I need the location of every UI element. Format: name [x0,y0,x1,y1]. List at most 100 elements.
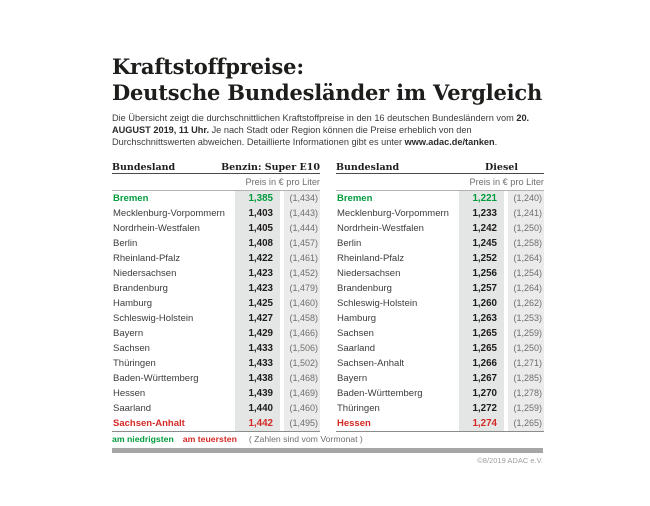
price-previous-month: (1,506) [284,341,320,356]
table-row: Hessen 1,274 (1,265) [336,416,544,431]
price-current: 1,439 [235,386,280,401]
state-name: Rheinland-Pfalz [337,253,405,264]
fuel-price-tables: Bundesland Benzin: Super E10 Preis in € … [112,157,544,432]
table-row: Rheinland-Pfalz 1,252 (1,264) [336,251,544,266]
price-current: 1,252 [459,251,504,266]
intro-text-part3: . [494,136,498,147]
state-name: Berlin [113,238,138,249]
price-previous-month: (1,265) [508,416,544,431]
state-name: Hessen [337,418,371,429]
fuel-table-diesel: Bundesland Diesel Preis in € pro Liter B… [336,157,544,432]
price-previous-month: (1,461) [284,251,320,266]
price-current: 1,267 [459,371,504,386]
legend-highest: am teuersten [182,434,237,444]
state-name: Schleswig-Holstein [113,313,194,324]
price-current: 1,385 [235,191,280,206]
price-previous-month: (1,452) [284,266,320,281]
price-current: 1,425 [235,296,280,311]
price-current: 1,265 [459,326,504,341]
table-row: Bayern 1,267 (1,285) [336,371,544,386]
price-previous-month: (1,264) [508,281,544,296]
price-current: 1,245 [459,236,504,251]
price-previous-month: (1,469) [284,386,320,401]
price-current: 1,403 [235,206,280,221]
price-previous-month: (1,258) [508,236,544,251]
price-previous-month: (1,495) [284,416,320,431]
unit-label: Preis in € pro Liter [336,174,544,191]
price-previous-month: (1,264) [508,251,544,266]
bundesland-header: Bundesland [112,162,176,173]
table-row: Hessen 1,439 (1,469) [112,386,320,401]
price-previous-month: (1,444) [284,221,320,236]
price-previous-month: (1,468) [284,371,320,386]
price-previous-month: (1,250) [508,341,544,356]
table-row: Schleswig-Holstein 1,427 (1,458) [112,311,320,326]
table-row: Berlin 1,408 (1,457) [112,236,320,251]
table-row: Bremen 1,385 (1,434) [112,191,320,206]
state-name: Mecklenburg-Vorpommern [337,208,449,219]
table-header-diesel: Bundesland Diesel [336,157,544,174]
price-current: 1,433 [235,356,280,371]
table-row: Baden-Württemberg 1,438 (1,468) [112,371,320,386]
table-row: Thüringen 1,433 (1,502) [112,356,320,371]
state-name: Saarland [113,403,152,414]
price-current: 1,242 [459,221,504,236]
price-previous-month: (1,458) [284,311,320,326]
table-header-benzin: Bundesland Benzin: Super E10 [112,157,320,174]
price-previous-month: (1,457) [284,236,320,251]
price-previous-month: (1,278) [508,386,544,401]
state-name: Bayern [113,328,144,339]
price-current: 1,260 [459,296,504,311]
state-name: Rheinland-Pfalz [113,253,181,264]
fuel-table-benzin: Bundesland Benzin: Super E10 Preis in € … [112,157,320,432]
state-name: Thüringen [337,403,380,414]
state-name: Niedersachsen [337,268,401,279]
price-current: 1,221 [459,191,504,206]
price-current: 1,422 [235,251,280,266]
price-current: 1,438 [235,371,280,386]
state-name: Brandenburg [113,283,168,294]
table-row: Brandenburg 1,423 (1,479) [112,281,320,296]
fuel-type-label: Benzin: Super E10 [221,162,320,173]
state-name: Bayern [337,373,368,384]
state-name: Sachsen [337,328,374,339]
state-name: Niedersachsen [113,268,177,279]
table-row: Niedersachsen 1,256 (1,254) [336,266,544,281]
price-current: 1,274 [459,416,504,431]
table-row: Hamburg 1,263 (1,253) [336,311,544,326]
price-previous-month: (1,254) [508,266,544,281]
price-current: 1,440 [235,401,280,416]
price-current: 1,427 [235,311,280,326]
table-row: Nordrhein-Westfalen 1,242 (1,250) [336,221,544,236]
page-title-line1: Kraftstoffpreise: [112,54,304,79]
table-row: Schleswig-Holstein 1,260 (1,262) [336,296,544,311]
price-current: 1,266 [459,356,504,371]
legend-lowest: am niedrigsten [112,434,174,444]
table-row: Sachsen-Anhalt 1,442 (1,495) [112,416,320,431]
price-previous-month: (1,460) [284,296,320,311]
table-row: Brandenburg 1,257 (1,264) [336,281,544,296]
price-previous-month: (1,443) [284,206,320,221]
price-previous-month: (1,479) [284,281,320,296]
table-row: Sachsen 1,433 (1,506) [112,341,320,356]
table-row: Sachsen 1,265 (1,259) [336,326,544,341]
table-row: Rheinland-Pfalz 1,422 (1,461) [112,251,320,266]
table-rows-diesel: Bremen 1,221 (1,240) Mecklenburg-Vorpommern… [336,191,544,432]
state-name: Thüringen [113,358,156,369]
page-title-line2: Deutsche Bundesländer im Vergleich [112,79,543,105]
state-name: Sachsen [113,343,150,354]
price-current: 1,263 [459,311,504,326]
price-previous-month: (1,240) [508,191,544,206]
table-row: Nordrhein-Westfalen 1,405 (1,444) [112,221,320,236]
price-current: 1,272 [459,401,504,416]
price-previous-month: (1,262) [508,296,544,311]
price-current: 1,257 [459,281,504,296]
price-current: 1,423 [235,281,280,296]
price-previous-month: (1,285) [508,371,544,386]
bundesland-header: Bundesland [336,162,400,173]
price-current: 1,405 [235,221,280,236]
state-name: Hessen [113,388,146,399]
intro-text-part2: Je nach Stadt oder Region können die Pre… [112,124,472,147]
price-current: 1,233 [459,206,504,221]
copyright: ©8/2019 ADAC e.V. [477,456,543,465]
